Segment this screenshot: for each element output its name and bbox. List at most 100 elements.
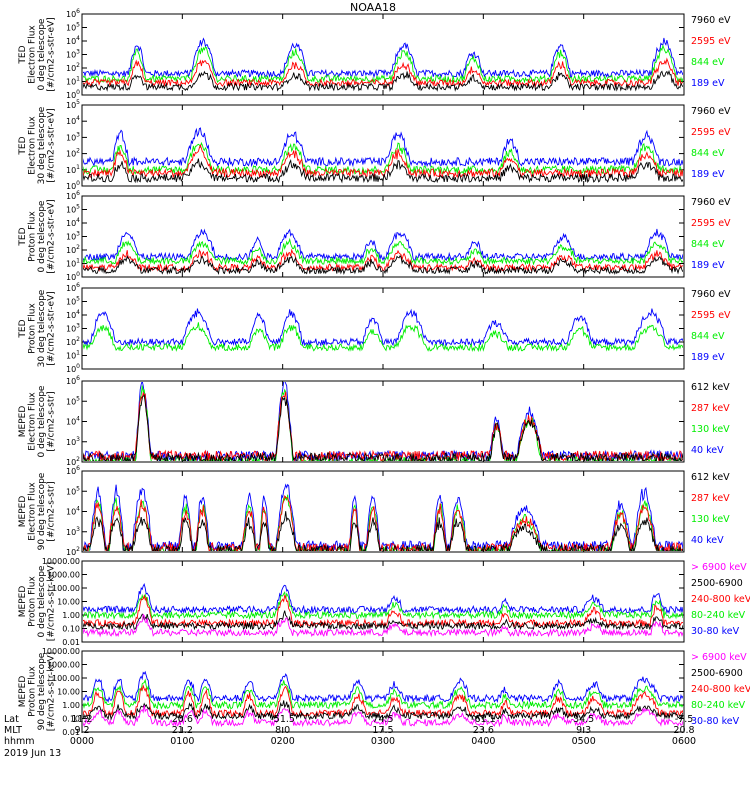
- legend-entry: 844 eV: [691, 239, 725, 250]
- panel-8: 0.01 0.10 1.00 10.00 100.00 1000.00 10000.00ME…: [18, 647, 750, 737]
- y-tick-label: 102: [66, 148, 80, 159]
- series-trace--6900-kev: [83, 705, 683, 728]
- panels-group: 100 101 102 103 104 105 106 TEDElectron Flux0 d…: [18, 8, 750, 737]
- y-tick-label: 103: [66, 231, 80, 242]
- footer-lat-value: 34.5: [573, 714, 594, 725]
- y-tick-label: 102: [66, 244, 80, 255]
- panel-2: 100 101 102 103 104 105 TEDElectron Flux30 deg…: [18, 99, 731, 191]
- panel-3: 100 101 102 103 104 105 106 TEDProton Flux0 deg…: [18, 190, 731, 282]
- panel-5: 102 103 104 105 106 MEPEDElectron Flux0 deg t…: [18, 375, 730, 467]
- series-trace-844-ev: [83, 44, 683, 84]
- legend-entry: 2595 eV: [691, 218, 731, 229]
- legend-entry: 80-240 keV: [691, 700, 746, 711]
- series-trace-844-ev: [83, 141, 683, 176]
- legend-entry: 287 keV: [691, 493, 730, 504]
- legend-entry: 7960 eV: [691, 106, 731, 117]
- series-trace-7960-ev: [83, 69, 683, 92]
- y-tick-label: 0.10: [62, 715, 80, 724]
- footer-mlt-value: 20.8: [673, 725, 694, 736]
- y-tick-label: 104: [66, 506, 80, 517]
- y-tick-label: 103: [66, 131, 80, 142]
- series-trace-844-ev: [83, 322, 683, 353]
- y-tick-label: 104: [66, 115, 80, 126]
- y-tick-label: 102: [66, 456, 80, 467]
- series-group: [83, 583, 683, 638]
- footer-hhmm-value: 0600: [672, 736, 696, 747]
- footer-mlt-value: 8.0: [275, 725, 290, 736]
- y-tick-label: 102: [66, 62, 80, 73]
- series-group: [83, 127, 683, 184]
- y-tick-label: 105: [66, 99, 80, 110]
- footer-date: 2019 Jun 13: [4, 748, 61, 759]
- legend-entry: > 6900 keV: [691, 652, 747, 663]
- footer-label-hhmm: hhmm: [4, 736, 35, 747]
- legend-entry: 240-800 keV: [691, 594, 750, 605]
- y-tick-label: 106: [66, 465, 80, 476]
- footer-mlt-value: 23.6: [473, 725, 494, 736]
- legend-entry: 240-800 keV: [691, 684, 750, 695]
- y-axis-label: MEPEDElectron Flux0 deg telescope[#/cm2-…: [18, 385, 57, 457]
- y-tick-label: 105: [66, 22, 80, 33]
- y-tick-label: 106: [66, 375, 80, 386]
- y-tick-label: 100: [66, 180, 80, 191]
- y-tick-label: 0.01: [62, 728, 80, 737]
- y-tick-label: 10000.00: [42, 647, 80, 656]
- legend-entry: 612 keV: [691, 382, 730, 393]
- footer-hhmm-value: 0500: [572, 736, 596, 747]
- footer-mlt-value: 9.2: [74, 725, 89, 736]
- legend-entry: 189 eV: [691, 169, 725, 180]
- series-trace-2595-ev: [83, 57, 683, 88]
- series-trace--6900-kev: [83, 613, 683, 638]
- series-trace-189-ev: [83, 308, 683, 348]
- legend-entry: 612 keV: [691, 472, 730, 483]
- legend-entry: 30-80 keV: [691, 716, 740, 727]
- series-group: [83, 483, 683, 551]
- y-axis-label: MEPEDProton Flux90 deg telescope[#/cm2-s…: [18, 652, 57, 731]
- legend-entry: 844 eV: [691, 148, 725, 159]
- series-trace-80-240-kev: [83, 591, 683, 620]
- y-axis-label: TEDProton Flux0 deg telescope[#/cm2-s-st…: [18, 199, 57, 274]
- y-tick-label: 100.00: [52, 674, 80, 683]
- panel-frame: [81, 287, 685, 370]
- series-trace-189-ev: [83, 228, 683, 262]
- y-tick-label: 102: [66, 546, 80, 557]
- legend-entry: 130 keV: [691, 424, 730, 435]
- y-tick-label: 104: [66, 309, 80, 320]
- y-tick-label: 104: [66, 217, 80, 228]
- legend-entry: 2500-6900: [691, 668, 743, 679]
- y-tick-label: 1000.00: [47, 571, 80, 580]
- y-tick-label: 100: [66, 89, 80, 100]
- footer-lat-value: -7.5: [675, 714, 694, 725]
- footer-lat-value: 20.6: [172, 714, 193, 725]
- panel-6: 102 103 104 105 106 MEPEDElectron Flux90 deg …: [18, 465, 730, 557]
- series-trace-40-kev: [83, 382, 683, 461]
- y-tick-label: 10.00: [57, 688, 80, 697]
- series-trace-30-80-kev: [83, 583, 683, 615]
- legend-entry: 844 eV: [691, 331, 725, 342]
- series-trace-189-ev: [83, 127, 683, 168]
- series-group: [83, 670, 683, 728]
- series-group: [83, 382, 683, 461]
- y-tick-label: 102: [66, 336, 80, 347]
- y-tick-label: 101: [66, 76, 80, 87]
- y-tick-label: 100: [66, 363, 80, 374]
- y-tick-label: 103: [66, 49, 80, 60]
- legend-entry: 7960 eV: [691, 289, 731, 300]
- footer-hhmm-value: 0300: [371, 736, 395, 747]
- y-tick-label: 10000.00: [42, 557, 80, 566]
- y-tick-label: 10.00: [57, 598, 80, 607]
- y-tick-label: 103: [66, 436, 80, 447]
- footer-lat-value: 74.5: [372, 714, 393, 725]
- legend-entry: 40 keV: [691, 535, 724, 546]
- series-trace-7960-ev: [83, 254, 683, 275]
- legend-entry: 2595 eV: [691, 36, 731, 47]
- footer-hhmm-value: 0000: [70, 736, 94, 747]
- panel-frame: [81, 470, 685, 553]
- legend-entry: 80-240 keV: [691, 610, 746, 621]
- legend-entry: 2595 eV: [691, 127, 731, 138]
- y-tick-label: 101: [66, 350, 80, 361]
- y-tick-label: 100: [66, 271, 80, 282]
- y-axis-label: TEDElectron Flux30 deg telescope[#/cm2-s…: [18, 106, 57, 184]
- y-tick-label: 1.00: [62, 611, 80, 620]
